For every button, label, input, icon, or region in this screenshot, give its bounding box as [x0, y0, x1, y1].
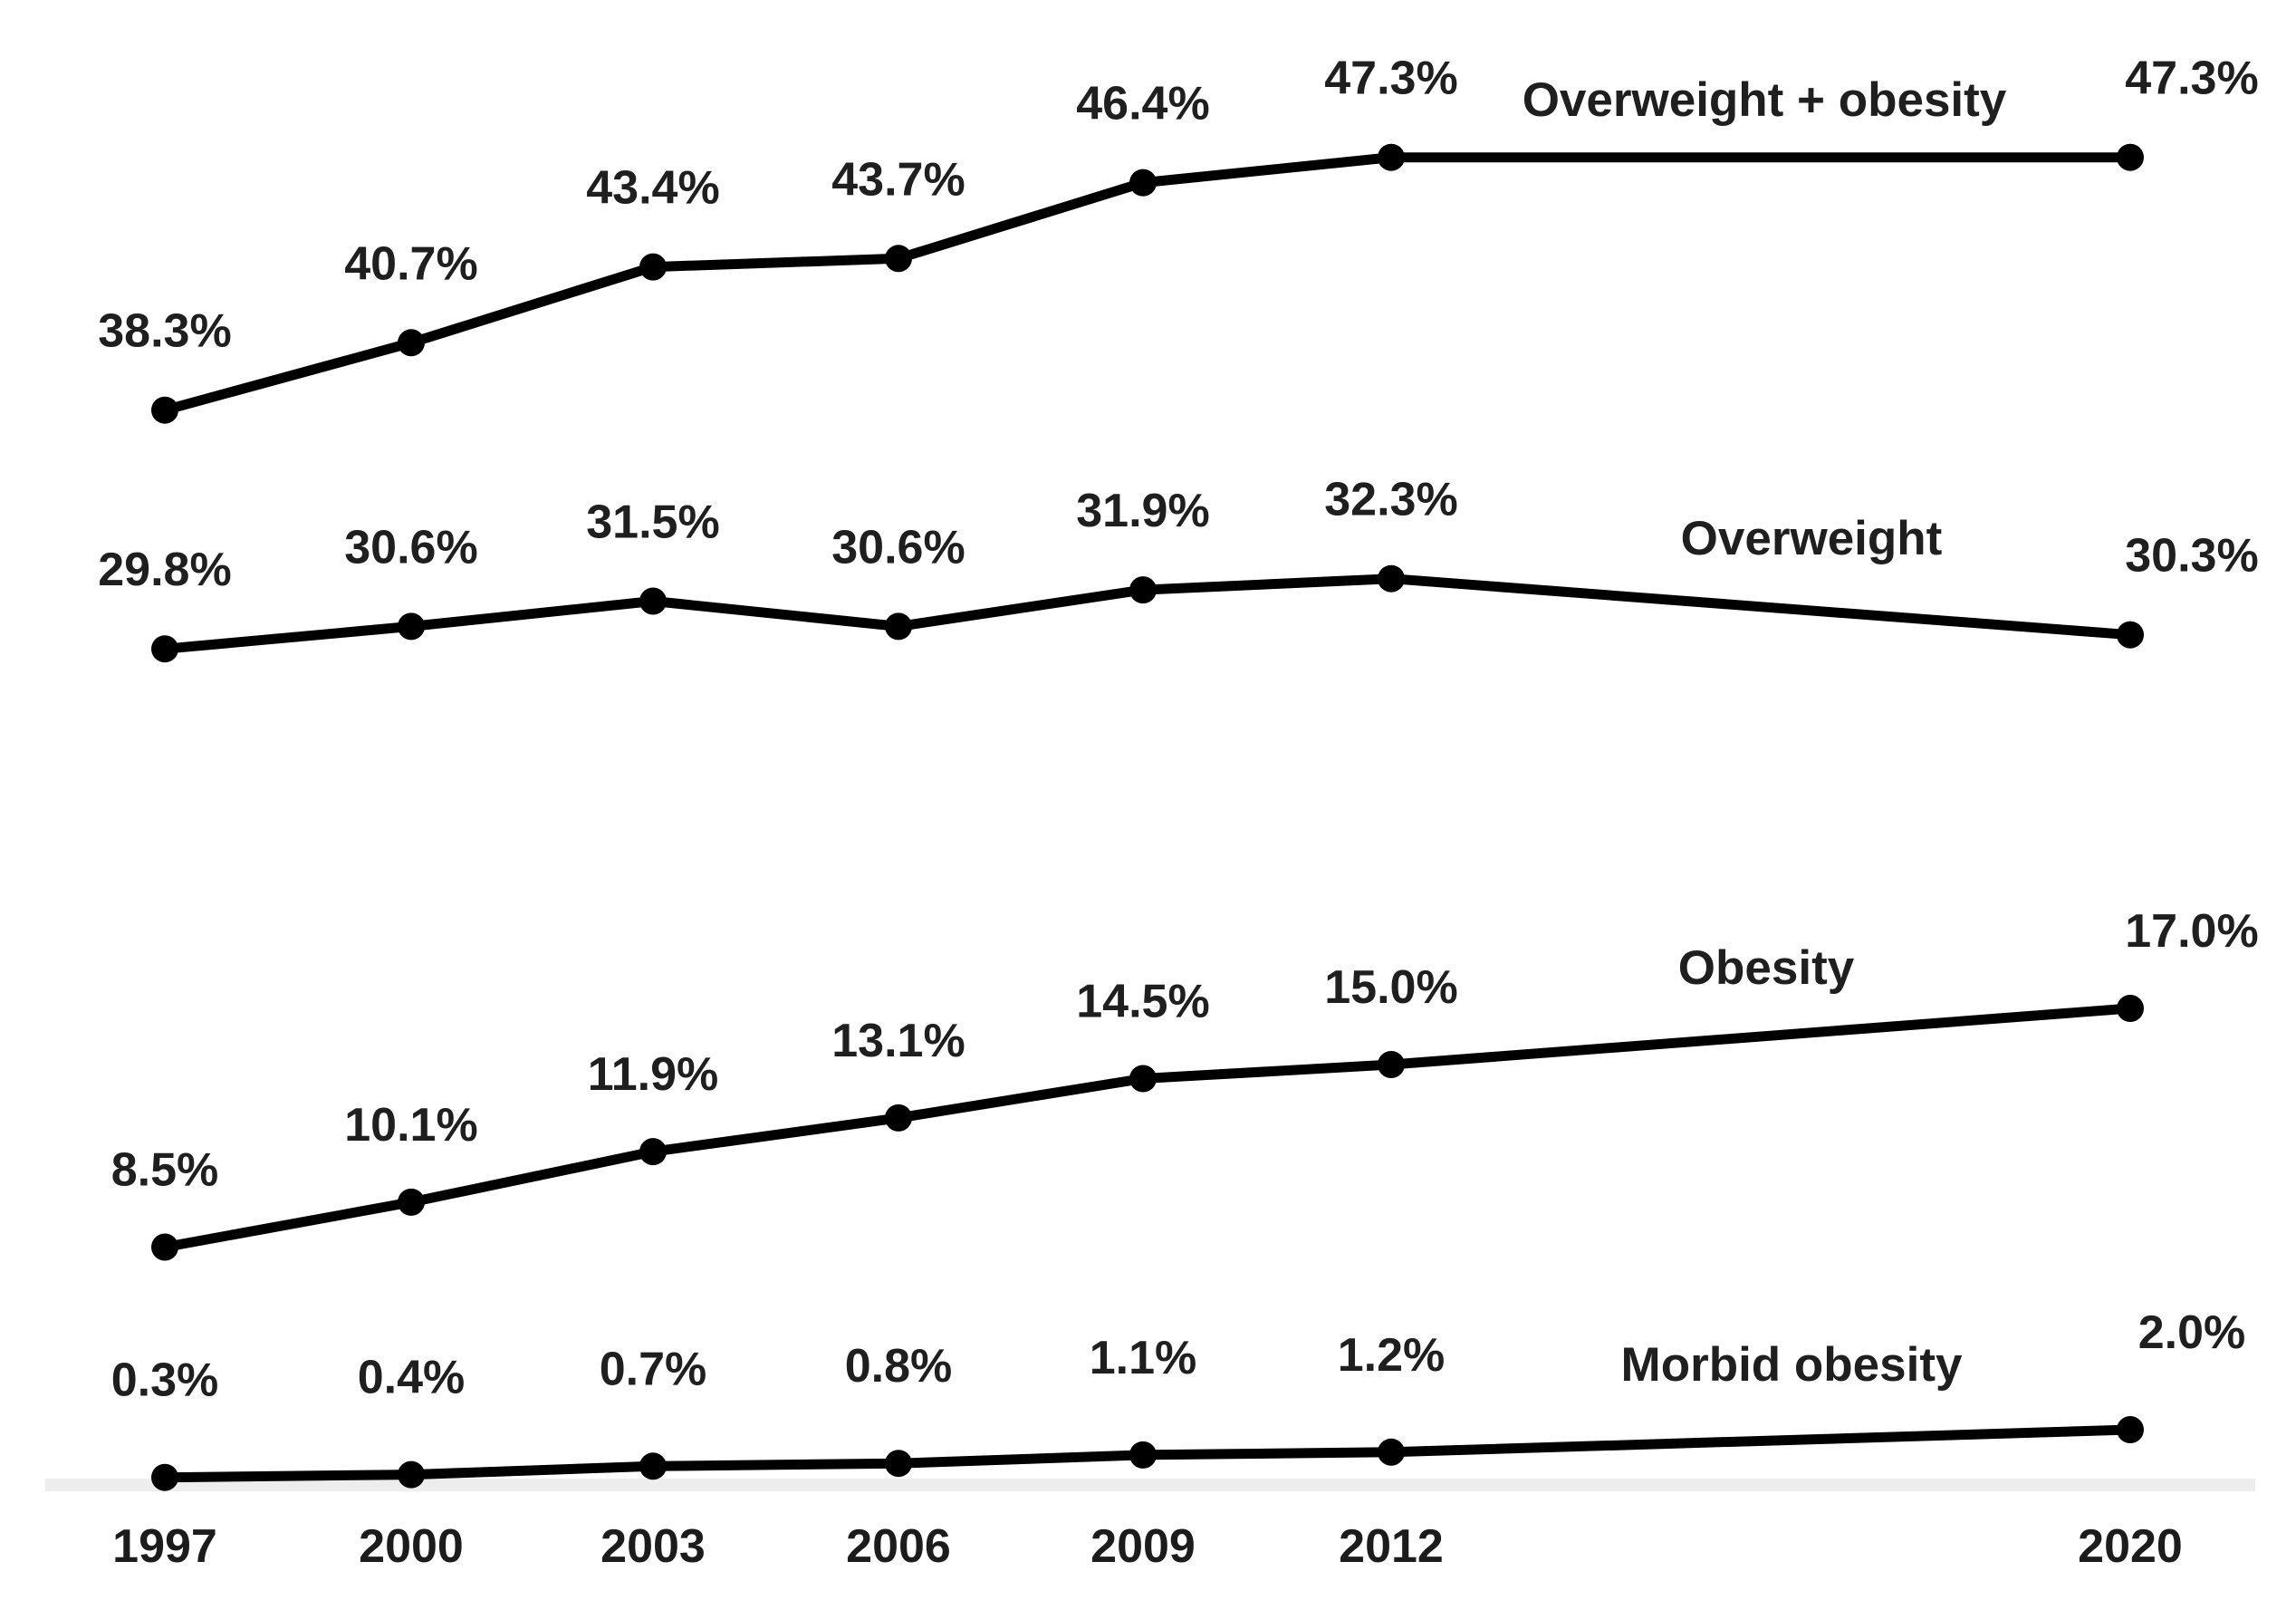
series-label-obesity: Obesity: [1678, 941, 1855, 995]
x-axis-label-2006: 2006: [846, 1520, 951, 1573]
data-point-morbid-obesity-2006: [885, 1450, 912, 1478]
data-point-obesity-2000: [398, 1188, 425, 1216]
value-label-overweight-2000: 30.6%: [344, 521, 477, 573]
value-label-overweight-obesity-2012: 47.3%: [1324, 53, 1457, 105]
data-point-morbid-obesity-2000: [398, 1460, 425, 1489]
data-point-overweight-obesity-2006: [885, 245, 912, 273]
series-label-morbid-obesity: Morbid obesity: [1621, 1338, 1963, 1392]
value-label-morbid-obesity-2003: 0.7%: [600, 1343, 707, 1395]
value-label-overweight-obesity-2006: 43.7%: [831, 153, 965, 206]
data-point-obesity-2012: [1378, 1051, 1405, 1078]
value-label-morbid-obesity-2009: 1.1%: [1090, 1332, 1197, 1384]
series-overweight: 29.8% 30.6% 31.5% 30.6% 31.9% 32.3% 30.3% Overw…: [98, 474, 2259, 663]
data-point-overweight-obesity-2020: [2117, 143, 2144, 171]
data-point-overweight-1997: [151, 635, 178, 663]
value-label-overweight-2006: 30.6%: [831, 521, 965, 573]
x-axis-label-2000: 2000: [359, 1520, 464, 1573]
data-point-obesity-1997: [151, 1233, 178, 1261]
x-axis-label-2020: 2020: [2078, 1520, 2183, 1573]
value-label-overweight-2003: 31.5%: [586, 496, 719, 549]
value-label-obesity-2012: 15.0%: [1324, 961, 1457, 1014]
value-label-overweight-2009: 31.9%: [1076, 485, 1209, 537]
value-label-overweight-obesity-2020: 47.3%: [2125, 53, 2258, 105]
data-point-overweight-2009: [1129, 576, 1157, 604]
value-label-morbid-obesity-2020: 2.0%: [2138, 1306, 2246, 1359]
value-label-overweight-obesity-2003: 43.4%: [586, 162, 719, 215]
x-axis-label-2003: 2003: [600, 1520, 706, 1573]
x-axis-label-2012: 2012: [1339, 1520, 1444, 1573]
data-point-obesity-2009: [1129, 1065, 1157, 1093]
series-obesity: 8.5% 10.1% 11.9% 13.1% 14.5% 15.0% 17.0% Obesit…: [111, 905, 2259, 1261]
value-label-overweight-2020: 30.3%: [2125, 530, 2258, 583]
data-point-overweight-obesity-2009: [1129, 169, 1157, 197]
data-point-morbid-obesity-2003: [639, 1452, 667, 1480]
value-label-morbid-obesity-2012: 1.2%: [1338, 1329, 1446, 1382]
data-point-morbid-obesity-2009: [1129, 1441, 1157, 1469]
value-label-obesity-2009: 14.5%: [1076, 976, 1209, 1028]
value-label-obesity-2020: 17.0%: [2125, 905, 2258, 958]
value-label-obesity-2000: 10.1%: [344, 1099, 477, 1152]
value-label-overweight-2012: 32.3%: [1324, 474, 1457, 526]
data-point-obesity-2020: [2117, 995, 2144, 1022]
value-label-morbid-obesity-2006: 0.8%: [845, 1340, 953, 1393]
data-point-overweight-2006: [885, 612, 912, 641]
value-label-overweight-obesity-2000: 40.7%: [344, 237, 477, 290]
data-point-overweight-obesity-2012: [1378, 143, 1405, 171]
value-label-overweight-obesity-1997: 38.3%: [98, 305, 231, 358]
series-overweight-obesity: 38.3% 40.7% 43.4% 43.7% 46.4% 47.3% 47.3% Overw…: [98, 53, 2259, 424]
series-morbid-obesity: 0.3% 0.4% 0.7% 0.8% 1.1% 1.2% 2.0% Morbid obesi…: [111, 1306, 2246, 1491]
data-point-obesity-2003: [639, 1138, 667, 1166]
data-point-morbid-obesity-2020: [2117, 1416, 2144, 1443]
value-label-obesity-1997: 8.5%: [111, 1144, 219, 1197]
value-label-morbid-obesity-1997: 0.3%: [111, 1354, 219, 1407]
data-point-overweight-2000: [398, 612, 425, 641]
data-point-overweight-2003: [639, 587, 667, 615]
data-point-overweight-obesity-2003: [639, 253, 667, 281]
value-label-overweight-obesity-2009: 46.4%: [1076, 78, 1209, 130]
data-point-obesity-2006: [885, 1104, 912, 1132]
x-axis-baseline: [45, 1479, 2255, 1491]
data-point-morbid-obesity-2012: [1378, 1438, 1405, 1466]
value-label-obesity-2003: 11.9%: [588, 1048, 719, 1101]
data-point-morbid-obesity-1997: [151, 1463, 178, 1491]
series-label-overweight-obesity: Overweight + obesity: [1523, 73, 2007, 127]
x-axis-label-1997: 1997: [112, 1520, 217, 1573]
data-point-overweight-2012: [1378, 564, 1405, 593]
value-label-morbid-obesity-2000: 0.4%: [358, 1352, 466, 1404]
x-axis-label-2009: 2009: [1090, 1520, 1196, 1573]
data-point-overweight-obesity-2000: [398, 329, 425, 357]
value-label-obesity-2006: 13.1%: [831, 1015, 965, 1067]
series-label-overweight: Overweight: [1681, 512, 1943, 565]
value-label-overweight-1997: 29.8%: [98, 544, 231, 596]
data-point-overweight-2020: [2117, 621, 2144, 649]
data-point-overweight-obesity-1997: [151, 396, 178, 424]
